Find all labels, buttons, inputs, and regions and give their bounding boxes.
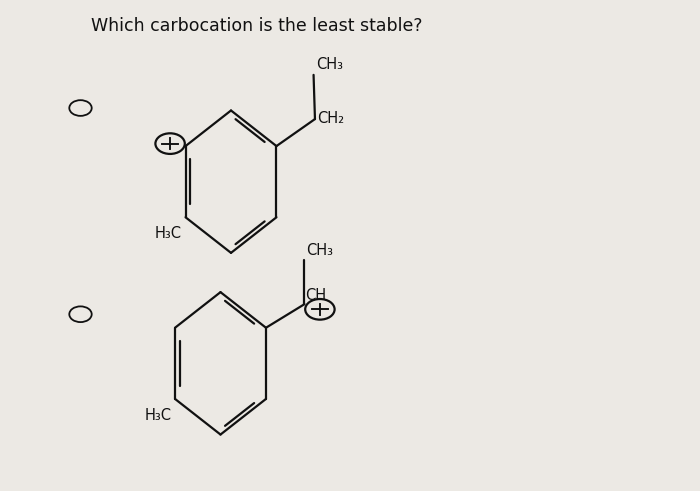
Text: H₃C: H₃C (155, 226, 182, 241)
Text: Which carbocation is the least stable?: Which carbocation is the least stable? (91, 17, 423, 35)
Text: H₃C: H₃C (144, 408, 172, 423)
Text: CH: CH (305, 288, 326, 302)
Text: CH₃: CH₃ (306, 243, 333, 257)
Text: CH₂: CH₂ (317, 110, 344, 126)
Text: CH₃: CH₃ (316, 57, 343, 72)
